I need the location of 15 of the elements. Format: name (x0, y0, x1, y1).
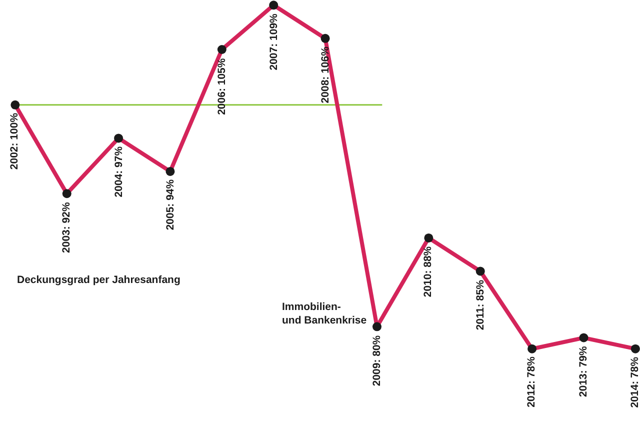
data-label: 2004: 97% (112, 146, 125, 198)
data-label: 2010: 88% (422, 246, 434, 298)
data-label: 2006: 105% (216, 58, 228, 115)
data-label: 2009: 80% (370, 334, 383, 386)
data-label: 2012: 78% (526, 356, 538, 408)
data-label: 2011: 85% (474, 279, 487, 330)
data-label: 2005: 94% (164, 178, 176, 230)
data-label: 2002: 100% (8, 112, 21, 170)
annotation: Immobilien- und Bankenkrise (282, 301, 367, 327)
data-label: 2007: 109% (268, 12, 280, 70)
data-label: 2013: 79% (577, 346, 590, 397)
data-label: 2014: 78% (629, 356, 640, 408)
data-label: 2003: 92% (60, 202, 73, 253)
data-label: 2008: 106% (319, 46, 332, 104)
annotation: Deckungsgrad per Jahresanfang (17, 274, 180, 286)
